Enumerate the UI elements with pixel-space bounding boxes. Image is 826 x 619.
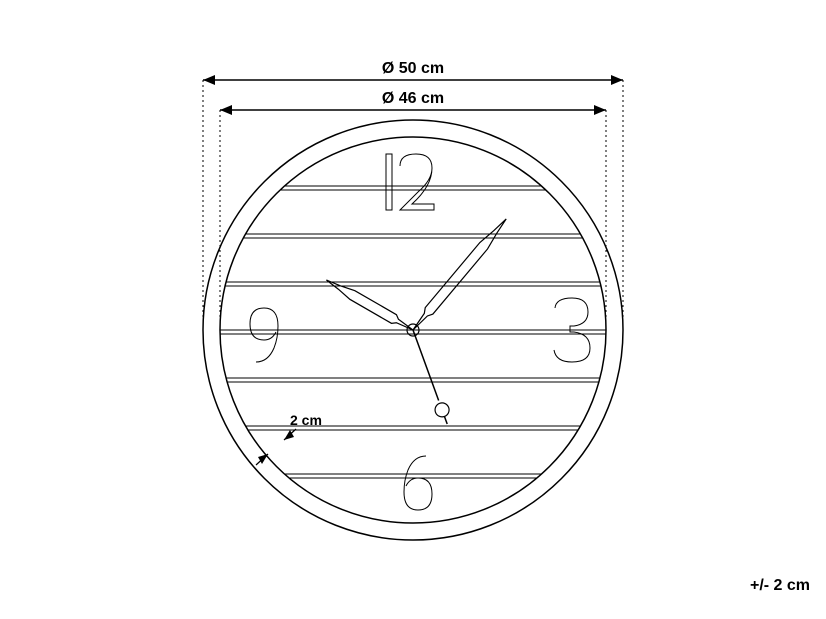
outer-diameter-label: Ø 50 cm xyxy=(382,60,444,77)
minute-hand xyxy=(409,216,510,334)
clock-numerals xyxy=(250,154,590,510)
rim-thickness-label: 2 cm xyxy=(290,412,322,428)
clock-dimension-diagram: Ø 50 cm Ø 46 cm xyxy=(0,0,826,619)
numeral-12 xyxy=(386,154,434,210)
numeral-6 xyxy=(404,456,432,510)
rim-thickness-dimension: 2 cm xyxy=(256,412,322,465)
inner-diameter-label: Ø 46 cm xyxy=(382,90,444,107)
second-hand xyxy=(406,328,453,427)
tolerance-label: +/- 2 cm xyxy=(750,577,810,594)
inner-diameter-dimension: Ø 46 cm xyxy=(220,90,606,115)
numeral-9 xyxy=(250,308,278,362)
outer-diameter-dimension: Ø 50 cm xyxy=(203,60,623,85)
hour-hand xyxy=(324,276,416,335)
clock-hands xyxy=(324,216,510,427)
